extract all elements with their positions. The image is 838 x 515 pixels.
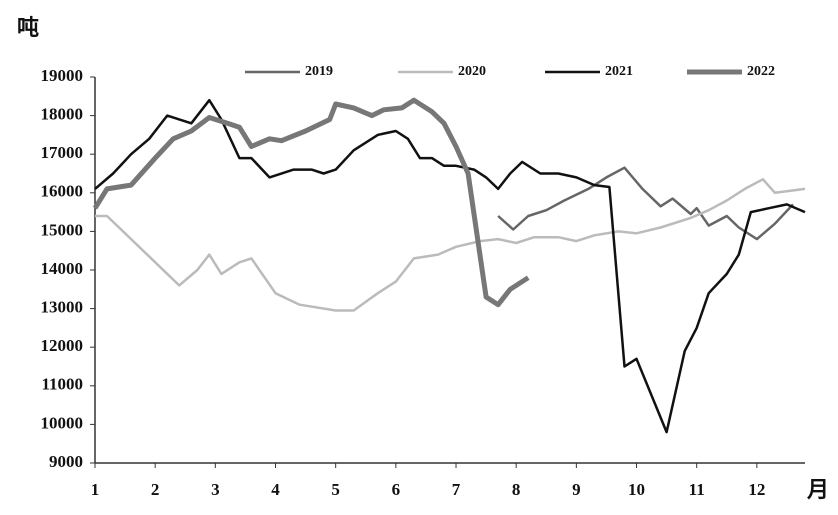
y-tick-label: 12000	[41, 336, 84, 355]
series-line	[92, 97, 530, 308]
y-tick-label: 16000	[41, 182, 84, 201]
legend-label: 2020	[458, 64, 486, 79]
series-line	[94, 98, 806, 434]
y-tick-label: 13000	[41, 298, 84, 317]
series-line	[497, 166, 794, 241]
y-axis-label: 吨	[17, 15, 39, 40]
x-tick-label: 2	[151, 480, 160, 499]
x-tick-label: 11	[689, 480, 705, 499]
x-axis-label: 月	[806, 477, 829, 502]
series-line	[95, 178, 806, 312]
x-tick-label: 4	[271, 480, 280, 499]
x-tick-label: 5	[331, 480, 340, 499]
y-tick-label: 19000	[41, 66, 84, 85]
x-tick-label: 10	[628, 480, 645, 499]
x-tick-label: 12	[748, 480, 765, 499]
legend-label: 2022	[747, 64, 775, 79]
y-tick-label: 15000	[41, 220, 84, 239]
x-tick-label: 6	[392, 480, 401, 499]
y-tick-label: 11000	[41, 375, 83, 394]
y-tick-label: 10000	[41, 413, 84, 432]
y-tick-label: 14000	[41, 259, 84, 278]
x-tick-label: 9	[572, 480, 581, 499]
x-tick-label: 8	[512, 480, 521, 499]
legend-label: 2021	[605, 64, 633, 79]
x-tick-label: 3	[211, 480, 220, 499]
x-tick-label: 7	[452, 480, 461, 499]
y-tick-label: 17000	[41, 143, 84, 162]
y-tick-label: 18000	[41, 105, 84, 124]
legend-label: 2019	[305, 64, 333, 79]
x-tick-label: 1	[91, 480, 100, 499]
y-tick-label: 9000	[49, 452, 83, 471]
